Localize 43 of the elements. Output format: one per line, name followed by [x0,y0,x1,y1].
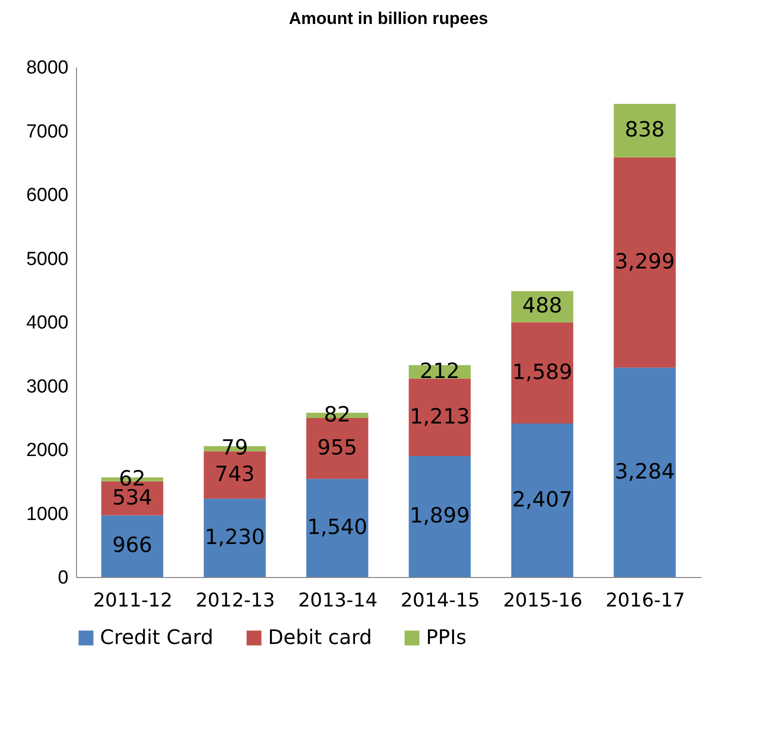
x-tick-label: 2011-12 [93,590,172,612]
bar [614,157,676,368]
bar [101,515,164,577]
bar [306,478,368,577]
data-label: 3,299 [614,249,675,274]
bar [614,368,676,577]
data-label: 2,407 [512,487,572,512]
data-label: 1,230 [204,524,265,549]
data-label: 838 [624,118,665,142]
data-label: 488 [522,294,562,318]
y-tick-label: 7000 [26,121,68,142]
legend-label: Credit Card [100,625,214,649]
x-tick-label: 2013-14 [298,590,378,612]
y-tick-label: 3000 [26,376,68,398]
data-label: 1,213 [410,404,470,428]
data-label: 1,589 [512,360,572,384]
bar [204,498,266,577]
legend-label: PPIs [426,625,466,649]
data-label: 743 [214,462,255,486]
data-label: 1,899 [410,503,470,528]
y-tick-label: 0 [58,568,68,588]
data-label: 955 [317,435,358,460]
x-tick-label: 2012-13 [196,590,275,612]
bar [511,424,574,577]
bar [614,104,676,158]
y-tick-label: 6000 [26,185,68,206]
data-label: 3,284 [614,459,675,484]
bar [408,456,471,577]
y-tick-label: 1000 [26,504,68,525]
bar [408,378,471,456]
data-label: 1,540 [307,514,368,539]
x-tick-label: 2014-15 [400,590,480,612]
chart-title: Amount in billion rupees [288,9,488,28]
bar [511,322,574,424]
data-label: 212 [420,358,460,383]
y-tick-label: 8000 [26,58,68,78]
x-tick-label: 2016-17 [606,590,685,612]
x-tick-label: 2015-16 [503,590,582,612]
y-tick-label: 5000 [26,248,68,270]
data-label: 966 [112,533,152,558]
y-tick-label: 2000 [26,440,68,461]
y-tick-label: 4000 [26,312,68,334]
legend-label: Debit card [268,625,372,649]
